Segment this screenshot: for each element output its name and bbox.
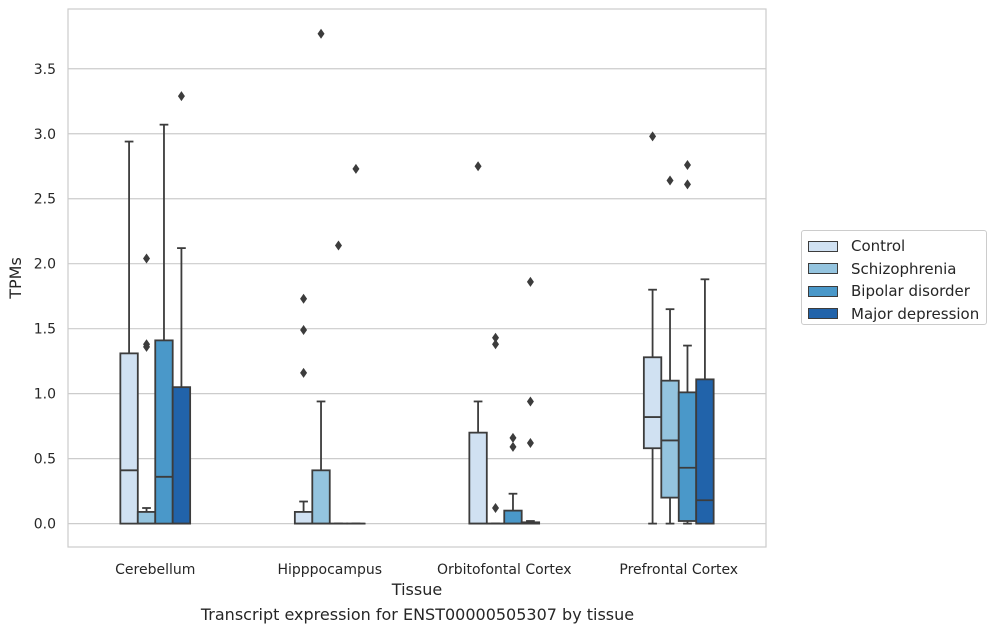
outlier-point xyxy=(526,276,534,287)
legend-item: Bipolar disorder xyxy=(808,280,980,303)
box-group xyxy=(293,293,314,525)
y-tick-label: 1.0 xyxy=(34,387,56,403)
outlier-point xyxy=(509,432,517,443)
y-tick-label: 3.0 xyxy=(34,127,56,143)
box xyxy=(171,386,192,525)
box-group xyxy=(660,175,680,525)
box-group xyxy=(485,332,506,525)
outlier-point xyxy=(317,28,325,39)
legend-label: Bipolar disorder xyxy=(851,282,970,301)
x-tick-label: Cerebellum xyxy=(115,562,195,578)
box-group xyxy=(136,253,157,525)
box xyxy=(642,356,663,450)
outlier-point xyxy=(666,175,674,186)
outlier-point xyxy=(143,339,151,350)
outlier-point xyxy=(526,438,534,449)
box-group xyxy=(695,278,715,525)
outlier-point xyxy=(683,159,691,170)
y-tick-label: 2.5 xyxy=(34,192,56,208)
legend-item: Schizophrenia xyxy=(808,258,980,281)
y-tick-label: 2.0 xyxy=(34,257,56,273)
box xyxy=(695,378,715,525)
outlier-point xyxy=(683,179,691,190)
x-tick-label: Orbitofontal Cortex xyxy=(437,562,572,578)
figure-caption: Transcript expression for ENST0000050530… xyxy=(200,605,635,624)
legend-item: Major depression xyxy=(808,303,980,326)
outlier-point xyxy=(177,91,185,102)
plot-area xyxy=(67,8,767,548)
x-tick-label: Prefrontal Cortex xyxy=(619,562,738,578)
outlier-point xyxy=(474,161,482,172)
box xyxy=(311,469,331,525)
x-axis-label: Tissue xyxy=(391,580,442,599)
legend-label: Major depression xyxy=(851,304,980,323)
outlier-point xyxy=(300,324,308,335)
y-axis-label: TPMs xyxy=(6,257,25,300)
y-tick-label: 0.5 xyxy=(34,452,56,468)
box xyxy=(154,339,174,525)
outlier-point xyxy=(300,367,308,378)
outlier-point xyxy=(492,339,500,350)
axis-ticks: 0.0 0.5 1.0 1.5 2.0 2.5 3.0 3.5 Cerebellum Hipppo… xyxy=(34,62,738,578)
y-tick-label: 0.0 xyxy=(34,517,56,533)
outlier-point xyxy=(509,441,517,452)
box-group xyxy=(154,123,174,525)
legend-swatch xyxy=(808,263,838,275)
legend: Control Schizophrenia Bipolar disorder Majo… xyxy=(801,230,987,325)
box xyxy=(468,431,488,525)
legend-label: Schizophrenia xyxy=(851,259,957,278)
box-group xyxy=(642,131,663,525)
outlier-point xyxy=(526,396,534,407)
outlier-point xyxy=(143,253,151,264)
box-group xyxy=(311,28,331,525)
box xyxy=(136,511,157,525)
y-tick-label: 3.5 xyxy=(34,62,56,78)
outlier-point xyxy=(492,503,500,514)
outlier-point xyxy=(649,131,657,142)
box-group xyxy=(677,159,698,525)
legend-swatch xyxy=(808,240,838,252)
box-group xyxy=(119,140,139,525)
box xyxy=(293,511,314,525)
box xyxy=(660,379,680,499)
box-group xyxy=(468,161,488,525)
box-group xyxy=(503,432,523,525)
legend-swatch xyxy=(808,285,838,297)
legend-swatch xyxy=(808,308,838,320)
y-tick-label: 1.5 xyxy=(34,322,56,338)
box-group xyxy=(346,163,366,525)
box xyxy=(503,509,523,525)
outlier-point xyxy=(300,293,308,304)
outlier-point xyxy=(334,240,342,251)
box xyxy=(119,352,139,525)
box xyxy=(677,391,698,522)
x-tick-label: Hipppocampus xyxy=(277,562,382,578)
box-group xyxy=(328,240,349,525)
outlier-point xyxy=(352,163,360,174)
box-group xyxy=(520,276,541,525)
boxes xyxy=(119,28,715,525)
legend-label: Control xyxy=(851,237,906,256)
legend-item: Control xyxy=(808,235,980,258)
box-group xyxy=(171,91,192,525)
outlier-point xyxy=(492,332,500,343)
